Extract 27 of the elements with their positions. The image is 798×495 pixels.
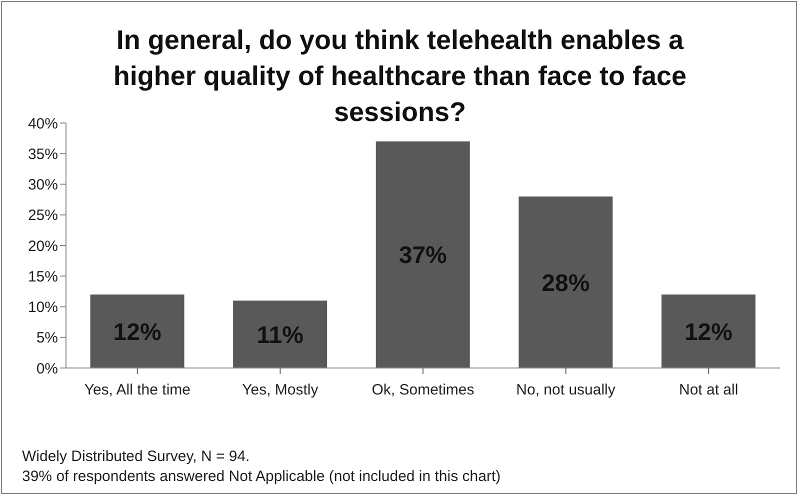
y-tick-label: 40% xyxy=(28,115,58,132)
data-label: 12% xyxy=(684,318,732,346)
data-label: 37% xyxy=(398,242,447,270)
x-tick-label: Not at all xyxy=(679,382,738,399)
bar xyxy=(90,294,184,368)
y-tick-label: 15% xyxy=(28,268,58,286)
chart-title: In general, do you think telehealth enables a higher quality of healthcare than face to face sessions? xyxy=(112,24,688,129)
y-tick-label: 5% xyxy=(36,330,58,347)
text: Widely Distributed Survey, N = 94. xyxy=(22,448,250,465)
bar xyxy=(518,196,613,368)
y-tick-label: 10% xyxy=(28,299,58,316)
data-label: 11% xyxy=(256,322,304,349)
y-tick-label: 30% xyxy=(28,176,58,194)
bar xyxy=(233,300,328,368)
text: 39% of respondents answered Not Applicable (not included in this chart) xyxy=(22,468,501,485)
x-tick-label: No, not usually xyxy=(516,382,616,399)
bar xyxy=(661,294,756,368)
data-label: 12% xyxy=(113,318,162,346)
data-label: 28% xyxy=(542,270,590,297)
x-tick-label: Ok, Sometimes xyxy=(372,382,474,399)
y-tick-label: 20% xyxy=(28,238,58,255)
y-tick-label: 35% xyxy=(28,146,58,163)
x-tick-label: Yes, All the time xyxy=(84,382,190,399)
x-tick-label: Yes, Mostly xyxy=(242,382,319,399)
y-tick-label: 0% xyxy=(36,360,58,378)
y-tick-label: 25% xyxy=(28,207,58,224)
bar xyxy=(376,141,470,368)
